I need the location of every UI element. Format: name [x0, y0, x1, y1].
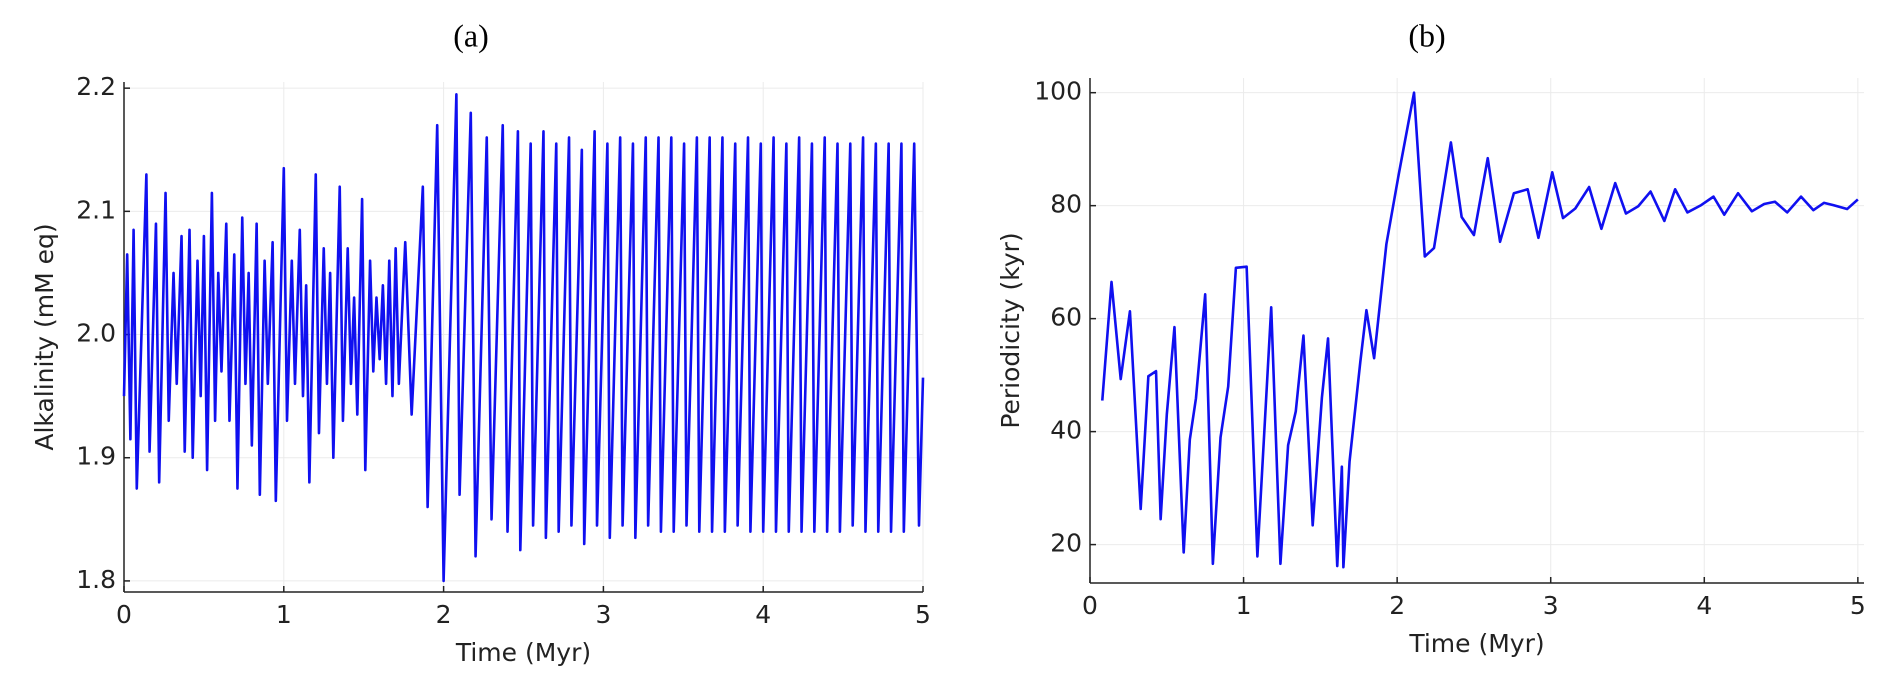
x-tick-label: 3 [1543, 591, 1559, 620]
x-tick-label: 0 [116, 600, 132, 629]
x-tick-label: 1 [1236, 591, 1252, 620]
y-axis-label: Periodicity (kyr) [996, 232, 1025, 428]
y-tick-label: 40 [1050, 416, 1082, 445]
x-tick-label: 5 [1850, 591, 1866, 620]
data-line [1100, 91, 1859, 569]
y-tick-label: 2.2 [76, 72, 116, 101]
y-tick-label: 20 [1050, 529, 1082, 558]
x-axis-label: Time (Myr) [455, 638, 591, 667]
y-tick-label: 80 [1050, 190, 1082, 219]
y-tick-label: 1.8 [76, 565, 116, 594]
y-axis-label: Alkalinity (mM eq) [30, 223, 59, 450]
x-tick-label: 1 [276, 600, 292, 629]
panel-title: (a) [453, 17, 489, 53]
x-tick-label: 2 [1389, 591, 1405, 620]
x-tick-label: 5 [915, 600, 931, 629]
x-tick-label: 4 [755, 600, 771, 629]
x-tick-label: 3 [595, 600, 611, 629]
x-tick-label: 2 [436, 600, 452, 629]
x-axis-label: Time (Myr) [1408, 629, 1544, 658]
x-tick-label: 0 [1082, 591, 1098, 620]
y-tick-label: 2.1 [76, 195, 116, 224]
panel-title: (b) [1408, 17, 1445, 53]
x-tick-label: 4 [1696, 591, 1712, 620]
data-line [122, 93, 925, 583]
y-tick-label: 1.9 [76, 442, 116, 471]
y-tick-label: 2.0 [76, 319, 116, 348]
y-tick-label: 60 [1050, 303, 1082, 332]
y-tick-label: 100 [1034, 77, 1082, 106]
